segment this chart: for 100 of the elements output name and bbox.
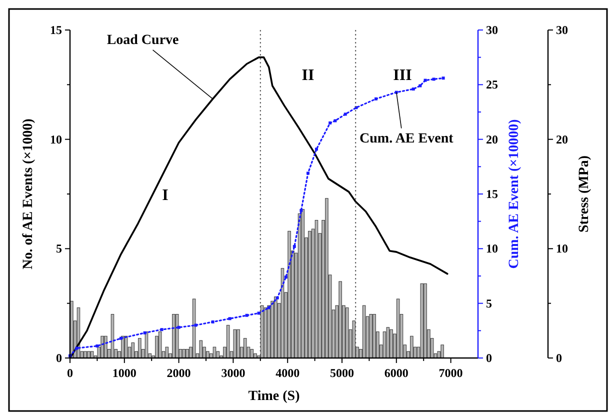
y3-tick-label: 20 [556, 132, 568, 146]
bar [424, 283, 427, 358]
point [314, 148, 318, 151]
bar [390, 329, 393, 358]
bar [308, 230, 312, 358]
bar [301, 209, 305, 358]
annotation: I [162, 187, 168, 204]
bar [325, 198, 328, 358]
bar [121, 336, 124, 358]
bar [90, 351, 94, 358]
text: Load Curve [106, 32, 179, 48]
bar [250, 349, 254, 358]
y2-tick-label: 0 [486, 351, 492, 365]
y-tick-label: 5 [56, 242, 62, 256]
bar [199, 340, 203, 358]
bar [182, 349, 186, 358]
point [442, 76, 445, 80]
series-label: Cum. AE Event [360, 131, 454, 146]
y-tick-label: 15 [50, 23, 62, 37]
bar [369, 314, 373, 358]
y3-axis-title: Stress (MPa) [577, 155, 592, 233]
bar [236, 329, 240, 358]
bar [260, 305, 264, 358]
point [211, 320, 214, 324]
bar [338, 281, 342, 358]
bar [352, 320, 356, 358]
point [160, 328, 164, 332]
point [119, 336, 122, 340]
annotation: III [393, 67, 412, 84]
point [432, 78, 436, 81]
bar [270, 300, 274, 358]
bar [267, 305, 271, 358]
point [374, 97, 378, 100]
y3-tick-label: 30 [556, 23, 568, 37]
y2-tick-label: 30 [486, 23, 498, 37]
bar [158, 332, 162, 358]
x-tick-label: 4000 [276, 366, 300, 380]
x-tick-label: 1000 [112, 366, 136, 380]
bar [288, 230, 291, 358]
bar [345, 307, 349, 358]
point [300, 208, 303, 212]
point [276, 296, 279, 300]
point [75, 346, 78, 350]
y2-tick-label: 10 [486, 242, 498, 256]
annotation: II [302, 67, 314, 84]
bar [84, 351, 87, 358]
point [334, 119, 337, 122]
bar [233, 329, 237, 358]
bar [386, 327, 390, 358]
y2-tick-label: 15 [486, 187, 498, 201]
bar [212, 346, 216, 358]
bar [274, 296, 278, 358]
y-tick-label: 0 [56, 351, 62, 365]
x-tick-label: 6000 [384, 366, 408, 380]
x-axis-title: Time (S) [248, 389, 300, 404]
bar [314, 220, 318, 358]
point [194, 324, 198, 327]
bar [104, 336, 108, 358]
bar [131, 342, 135, 358]
x-tick-label: 7000 [438, 366, 463, 380]
y-tick-label: 10 [50, 132, 62, 146]
x-tick-label: 3000 [221, 366, 246, 380]
bar [138, 338, 142, 358]
y2-tick-label: 5 [486, 296, 492, 310]
bar [396, 298, 400, 358]
point [96, 344, 99, 348]
x-tick-label: 0 [67, 366, 73, 380]
bar [420, 283, 424, 358]
point [292, 244, 296, 248]
bar [155, 336, 158, 358]
y2-axis-title: Cum. AE Event (×10000) [507, 118, 522, 269]
bar [192, 298, 196, 358]
bar [100, 336, 104, 358]
bar [186, 349, 189, 358]
bar [243, 338, 247, 358]
bar [372, 314, 376, 358]
y2-tick-label: 20 [486, 132, 498, 146]
x-tick-label: 5000 [330, 366, 354, 380]
point [245, 314, 248, 317]
bar [172, 314, 176, 358]
x-tick-label: 2000 [166, 366, 191, 380]
bar [165, 346, 169, 358]
bar [440, 344, 444, 358]
bar [410, 336, 414, 358]
point [267, 306, 270, 310]
point [424, 78, 427, 82]
y3-tick-label: 0 [556, 351, 562, 365]
bar [124, 336, 128, 358]
bar [87, 351, 90, 358]
point [228, 317, 232, 320]
y2-tick-label: 25 [486, 78, 498, 92]
point [418, 84, 422, 88]
point [177, 326, 180, 329]
bar [175, 314, 179, 358]
y3-tick-label: 10 [556, 242, 568, 256]
point [344, 112, 347, 116]
bar [226, 324, 230, 358]
point [284, 276, 288, 279]
point [257, 312, 260, 315]
bar [254, 353, 257, 358]
